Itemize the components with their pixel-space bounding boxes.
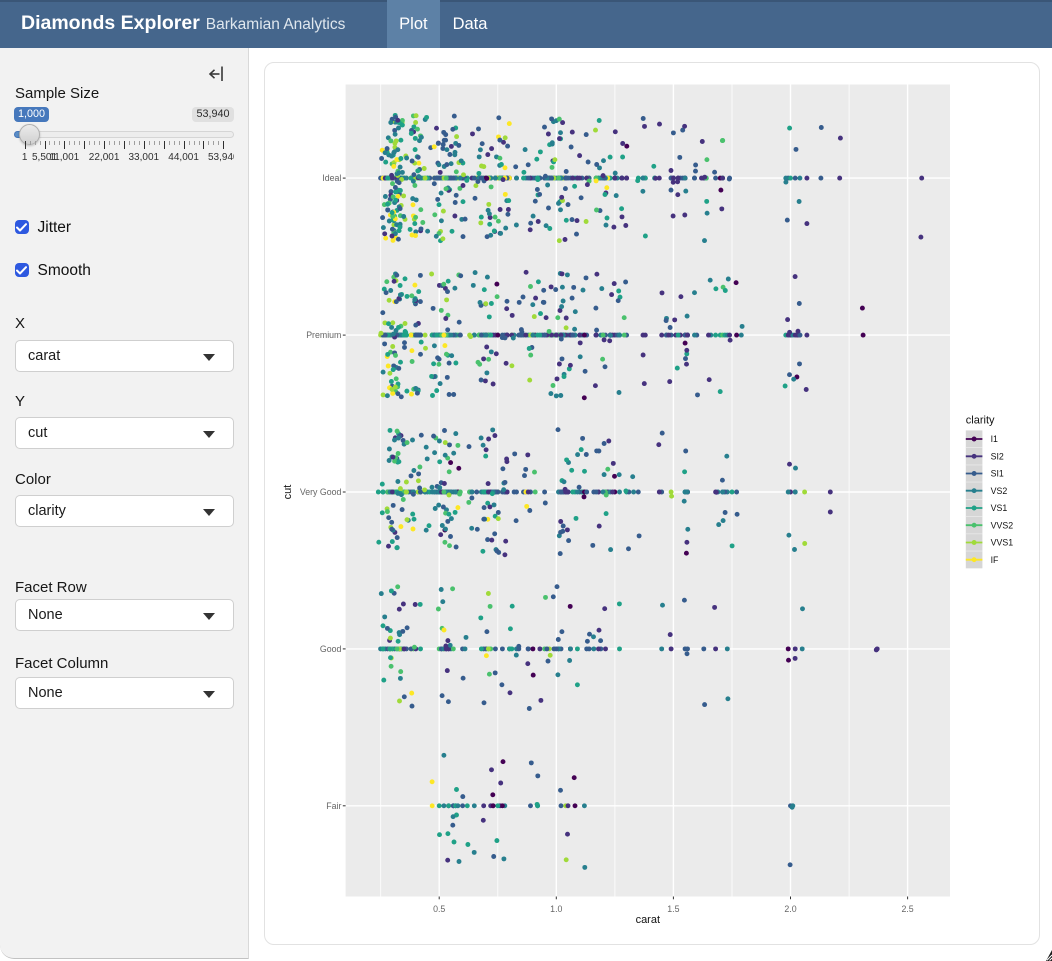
svg-text:IF: IF	[991, 555, 999, 565]
svg-text:SI1: SI1	[991, 469, 1004, 479]
svg-text:clarity: clarity	[966, 415, 995, 427]
svg-text:SI2: SI2	[991, 451, 1004, 461]
svg-text:I1: I1	[991, 434, 998, 444]
svg-text:2.0: 2.0	[784, 904, 796, 914]
svg-text:1.0: 1.0	[550, 904, 562, 914]
svg-text:Premium: Premium	[306, 330, 341, 340]
svg-text:0.5: 0.5	[433, 904, 445, 914]
svg-text:VS2: VS2	[991, 486, 1008, 496]
svg-text:1.5: 1.5	[667, 904, 679, 914]
svg-text:Good: Good	[320, 644, 342, 654]
svg-text:VVS1: VVS1	[991, 538, 1014, 548]
svg-text:VS1: VS1	[991, 503, 1008, 513]
svg-text:Ideal: Ideal	[322, 173, 341, 183]
svg-text:VVS2: VVS2	[991, 520, 1014, 530]
svg-text:2.5: 2.5	[901, 904, 913, 914]
svg-text:Fair: Fair	[326, 801, 341, 811]
svg-text:cut: cut	[282, 485, 294, 500]
svg-text:carat: carat	[636, 914, 660, 926]
svg-text:Very Good: Very Good	[300, 487, 342, 497]
